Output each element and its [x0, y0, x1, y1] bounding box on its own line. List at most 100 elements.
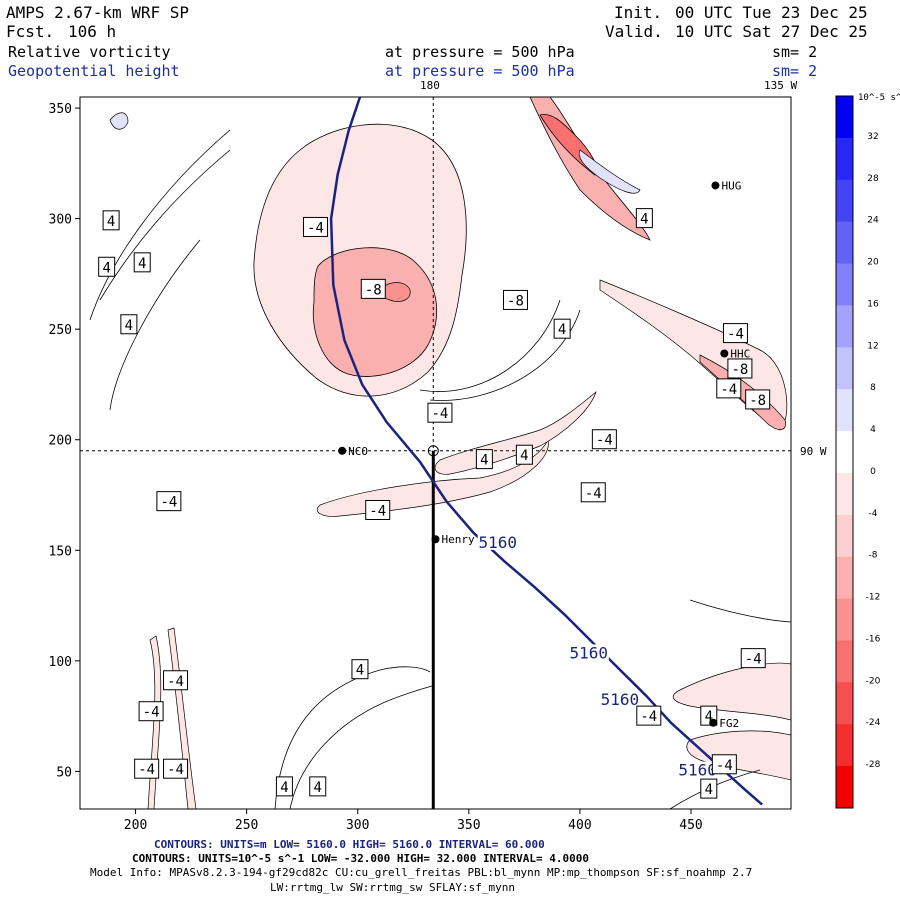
vorticity-label-box — [102, 210, 120, 231]
vorticity-label: -4 — [727, 327, 744, 343]
height-label-bg — [599, 690, 640, 707]
y-tick-label: 300 — [49, 213, 72, 228]
vorticity-label-box — [275, 776, 293, 797]
vorticity-label-box — [351, 659, 369, 680]
height-label: 5160 — [570, 643, 609, 662]
x-tick-label: 300 — [346, 818, 369, 833]
field1-name: Relative vorticity — [8, 43, 171, 61]
height-label-bg — [477, 533, 518, 550]
field2-sm: sm= 2 — [772, 62, 818, 80]
vorticity-label-box — [133, 252, 151, 273]
vorticity-label: 4 — [705, 782, 713, 798]
lower-right-shading-2 — [686, 730, 791, 781]
vorticity-label-box — [515, 444, 533, 465]
vorticity-label-box — [303, 216, 329, 237]
vorticity-label: -4 — [307, 220, 324, 236]
footer-line2: CONTOURS: UNITS=10^-5 s^-1 LOW= -32.000 … — [132, 852, 589, 865]
vorticity-label-box — [711, 754, 737, 775]
vorticity-label: 4 — [102, 260, 110, 276]
colorbar-tick-label: -12 — [866, 593, 881, 603]
colorbar-tick-label: 8 — [870, 383, 876, 393]
vorticity-label: -4 — [167, 674, 184, 690]
vorticity-label: -4 — [167, 762, 184, 778]
colorbar-swatch — [836, 389, 853, 432]
vorticity-label: 4 — [138, 256, 146, 272]
field1-sm: sm= 2 — [772, 43, 818, 61]
x-tick-label: 450 — [679, 818, 702, 833]
x-tick-label: 250 — [235, 818, 258, 833]
station-dot — [711, 181, 720, 190]
colorbar-tick-label: -4 — [869, 509, 878, 519]
colorbar-swatch — [836, 724, 853, 767]
height-label-bg — [677, 761, 718, 778]
plot-frame — [79, 96, 792, 810]
forecast-hours: 106 h — [68, 22, 117, 41]
vorticity-label-box — [138, 701, 164, 722]
x-axis-ticks: 200 250 300 350 400 450 — [124, 809, 703, 833]
station-dot — [338, 446, 347, 455]
vorticity-label-box — [740, 648, 766, 669]
lower-right-shading — [672, 662, 791, 721]
vorticity-label-box — [727, 358, 753, 379]
colorbar-swatch — [836, 556, 853, 600]
vorticity-label: -4 — [432, 406, 449, 422]
vorticity-label: 4 — [520, 448, 528, 464]
field-shading — [89, 97, 791, 809]
valid-time: 10 UTC Sat 27 Dec 25 — [675, 22, 868, 41]
vorticity-label-box — [427, 402, 453, 423]
vorticity-label: 4 — [125, 318, 133, 334]
vorticity-label: -8 — [731, 362, 748, 378]
vorticity-label: -4 — [720, 382, 737, 398]
model-title: AMPS 2.67-km WRF SP — [6, 3, 190, 22]
vorticity-label: -8 — [507, 293, 524, 309]
colorbar-swatch — [836, 263, 853, 306]
vorticity-label-box — [360, 278, 386, 299]
vorticity-label: -4 — [160, 495, 177, 511]
vorticity-label: -4 — [369, 503, 386, 519]
vorticity-label-box — [309, 776, 327, 797]
colorbar-swatch — [836, 640, 853, 683]
colorbar-swatch — [836, 514, 853, 558]
field2-name: Geopotential height — [8, 62, 180, 80]
colorbar-tick-label: -20 — [866, 676, 881, 686]
lon-135w-label: 135 W — [764, 79, 798, 92]
vorticity-label: -4 — [138, 762, 155, 778]
colorbar-swatch — [836, 431, 853, 474]
valid-label: Valid. — [605, 22, 663, 41]
vorticity-label: 4 — [314, 780, 322, 796]
height-label: 5160 — [678, 761, 717, 780]
station-dot — [720, 349, 729, 358]
pos-contour-left — [89, 129, 231, 321]
vorticity-contour-labels: -4-8-8-4-4-4-4-4-4-4-4 -4-4-4-4-4-4-8-844… — [98, 208, 771, 799]
y-tick-label: 200 — [49, 434, 72, 449]
station-dot — [709, 718, 718, 727]
colorbar-tick-label: 20 — [867, 258, 879, 268]
colorbar-unit: 10^-5 s^-1 — [858, 93, 900, 103]
footer-line4: LW:rrtmg_lw SW:rrtmg_sw SFLAY:sf_mynn — [270, 881, 516, 894]
pos-contour-upper-left — [109, 239, 201, 411]
lon-90w-label: 90 W — [800, 445, 827, 458]
colorbar-swatch — [836, 347, 853, 390]
colorbar-tick-label: -16 — [866, 634, 881, 644]
colorbar-tick-label: 4 — [870, 425, 876, 435]
field1-level: at pressure = 500 hPa — [385, 43, 575, 61]
colorbar-swatch — [836, 766, 853, 809]
colorbar-tick-label: 0 — [870, 467, 876, 477]
vorticity-label: 4 — [356, 663, 364, 679]
colorbar-tick-label: 24 — [867, 216, 879, 226]
vorticity-label-box — [365, 499, 391, 520]
vorticity-label: -4 — [640, 709, 657, 725]
vorticity-label: -4 — [596, 433, 613, 449]
vorticity-label: -4 — [745, 652, 762, 668]
y-tick-label: 50 — [56, 765, 72, 780]
pos-contour-bottom — [274, 666, 433, 809]
vorticity-label: -4 — [143, 705, 160, 721]
vorticity-label: 4 — [705, 709, 713, 725]
colorbar-swatch — [836, 598, 853, 641]
vorticity-label: 4 — [280, 780, 288, 796]
colorbar-unit-text: 10^-5 s^-1 — [858, 93, 900, 103]
height-contour-labels: 5160 5160 5160 5160 — [477, 533, 718, 780]
upper-right-blue — [578, 149, 641, 194]
vorticity-label: 4 — [107, 214, 115, 230]
